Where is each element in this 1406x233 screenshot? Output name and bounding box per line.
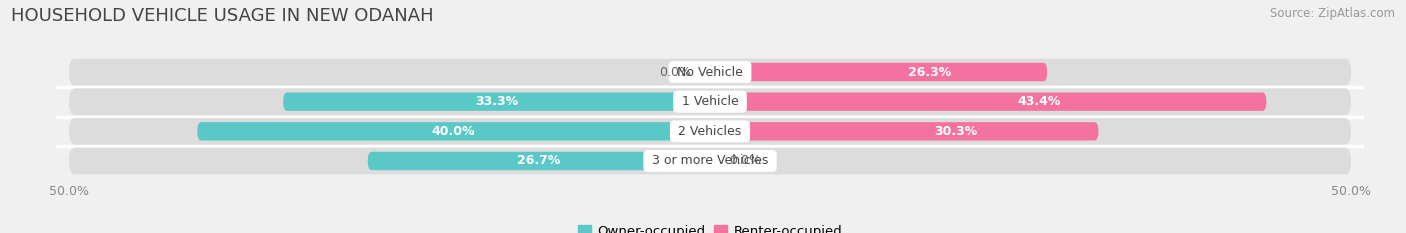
Text: 3 or more Vehicles: 3 or more Vehicles: [648, 154, 772, 168]
Legend: Owner-occupied, Renter-occupied: Owner-occupied, Renter-occupied: [572, 219, 848, 233]
FancyBboxPatch shape: [69, 88, 1351, 115]
Text: 0.0%: 0.0%: [730, 154, 761, 168]
FancyBboxPatch shape: [710, 93, 1267, 111]
FancyBboxPatch shape: [69, 148, 1351, 174]
Text: 33.3%: 33.3%: [475, 95, 519, 108]
FancyBboxPatch shape: [69, 118, 1351, 145]
FancyBboxPatch shape: [69, 59, 1351, 85]
Text: HOUSEHOLD VEHICLE USAGE IN NEW ODANAH: HOUSEHOLD VEHICLE USAGE IN NEW ODANAH: [11, 7, 434, 25]
FancyBboxPatch shape: [368, 152, 710, 170]
FancyBboxPatch shape: [283, 93, 710, 111]
FancyBboxPatch shape: [710, 122, 1098, 140]
Text: 2 Vehicles: 2 Vehicles: [675, 125, 745, 138]
Text: 0.0%: 0.0%: [659, 65, 690, 79]
Text: 40.0%: 40.0%: [432, 125, 475, 138]
FancyBboxPatch shape: [197, 122, 710, 140]
Text: 26.7%: 26.7%: [517, 154, 561, 168]
Text: 1 Vehicle: 1 Vehicle: [678, 95, 742, 108]
FancyBboxPatch shape: [710, 63, 1047, 81]
Text: Source: ZipAtlas.com: Source: ZipAtlas.com: [1270, 7, 1395, 20]
Text: 30.3%: 30.3%: [934, 125, 977, 138]
Text: 26.3%: 26.3%: [908, 65, 952, 79]
Text: No Vehicle: No Vehicle: [673, 65, 747, 79]
Text: 43.4%: 43.4%: [1018, 95, 1062, 108]
